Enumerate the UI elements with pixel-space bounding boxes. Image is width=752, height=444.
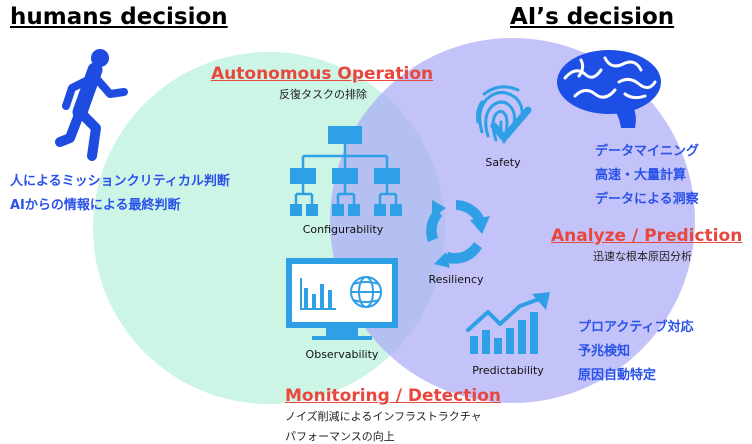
ai-item: 予兆検知 <box>578 344 631 359</box>
ai-item: 高速・大量計算 <box>595 168 687 183</box>
analyze-prediction-subtext: 迅速な根本原因分析 <box>593 250 692 263</box>
observability-label: Observability <box>305 348 379 361</box>
growth-chart-icon <box>466 292 550 354</box>
ai-item: データによる洞察 <box>595 192 699 207</box>
monitoring-detection-subtext-1: ノイズ削減によるインフラストラクチャ <box>285 410 482 423</box>
ai-item: データマイニング <box>595 144 700 159</box>
autonomous-operation-heading: Autonomous Operation <box>211 64 434 84</box>
resiliency-label: Resiliency <box>428 273 484 286</box>
ai-items-bottom-list: プロアクティブ対応 予兆検知 原因自動特定 <box>578 316 694 388</box>
brain-icon <box>557 50 661 128</box>
configurability-label: Configurability <box>302 223 384 236</box>
monitoring-detection-subtext-2: パフォーマンスの向上 <box>285 430 395 443</box>
predictability-label: Predictability <box>472 364 544 377</box>
human-items-list: 人によるミッションクリティカル判断 AIからの情報による最終判断 <box>10 170 230 218</box>
ai-item: 原因自動特定 <box>578 368 657 383</box>
safety-label: Safety <box>485 156 521 169</box>
human-item: 人によるミッションクリティカル判断 <box>10 174 230 189</box>
human-item: AIからの情報による最終判断 <box>10 198 181 213</box>
ai-decision-title: AI’s decision <box>510 4 675 30</box>
running-person-icon <box>55 49 128 161</box>
ai-items-top-list: データマイニング 高速・大量計算 データによる洞察 <box>595 140 699 212</box>
analyze-prediction-heading: Analyze / Prediction <box>551 226 743 246</box>
hierarchy-icon <box>290 126 402 216</box>
cycle-arrows-icon <box>426 200 490 268</box>
ai-item: プロアクティブ対応 <box>578 320 694 335</box>
autonomous-operation-subtext: 反復タスクの排除 <box>279 88 367 101</box>
monitor-globe-icon <box>286 258 398 340</box>
monitoring-detection-heading: Monitoring / Detection <box>285 386 501 406</box>
humans-decision-title: humans decision <box>10 4 228 30</box>
fingerprint-check-icon <box>476 85 532 144</box>
